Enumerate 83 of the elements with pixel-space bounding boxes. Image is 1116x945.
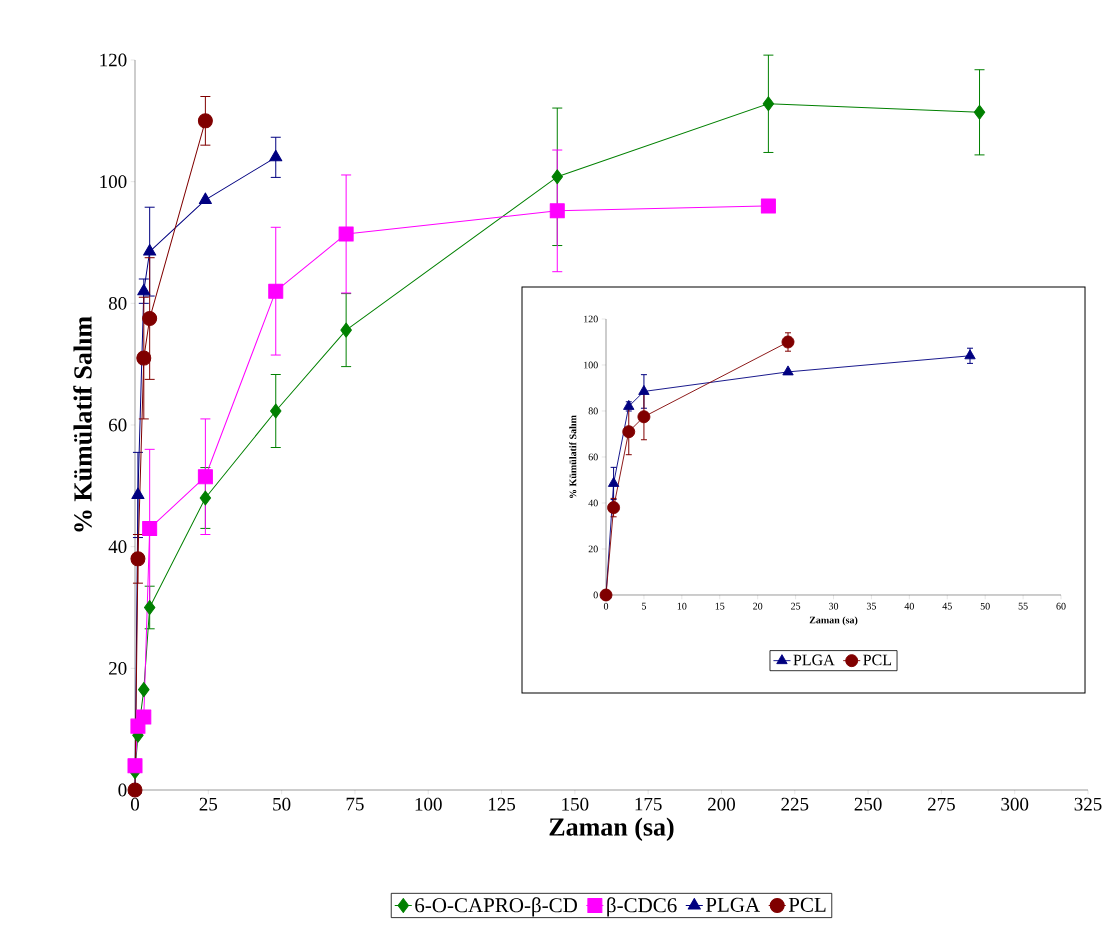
x-tick-label: 45 [942,602,952,610]
y-tick-label: 0 [593,591,598,599]
x-tick-label: 100 [415,797,442,811]
x-tick-label: 0 [130,797,140,811]
x-axis-title: Zaman (sa) [549,817,674,842]
x-tick-label: 20 [753,602,763,610]
x-tick-label: 225 [781,797,809,811]
legend-label: PCL [863,654,892,666]
point [198,192,212,204]
point [127,782,143,798]
point [338,226,354,242]
y-tick-label: 100 [584,361,598,369]
x-tick-label: 50 [273,797,291,811]
x-tick-label: 15 [715,602,725,610]
x-tick-label: 275 [927,797,955,811]
y-tick-label: 40 [108,540,127,554]
x-tick-label: 150 [562,797,589,811]
y-tick-label: 20 [588,545,598,553]
point [622,425,636,439]
legend-label: PLGA [793,654,835,666]
y-tick-label: 80 [588,407,598,415]
point [607,477,620,487]
y-axis-title: % Kümülatif Salım [569,415,577,498]
x-tick-label: 5 [642,602,647,610]
x-tick-label: 35 [866,602,877,610]
point [551,169,564,185]
point [638,384,650,395]
point [127,758,143,774]
x-tick-label: 300 [1001,797,1029,811]
x-tick-label: 125 [488,797,516,811]
legend-label: β-CDC6 [607,897,677,917]
x-tick-label: 25 [791,602,801,610]
point [130,551,146,567]
x-tick-label: 55 [1018,602,1028,610]
legend-label: 6-O-CAPRO-β-CD [415,897,577,917]
x-tick-label: 0 [603,602,609,610]
x-tick-label: 50 [980,602,990,610]
y-tick-label: 40 [588,499,598,507]
point [637,410,651,424]
point [760,198,776,214]
point [138,682,150,698]
y-tick-label: 80 [108,296,127,310]
legend-label: PLGA [705,897,761,912]
point [197,113,213,129]
point [269,149,283,162]
point [762,96,775,112]
point [136,709,152,725]
x-tick-label: 175 [635,797,662,811]
x-tick-label: 40 [904,602,914,610]
y-axis-title: % Kümülatif Salım [73,316,92,532]
point [973,104,986,120]
y-tick-label: 60 [109,418,127,432]
point [136,350,152,366]
y-tick-label: 60 [588,453,598,461]
y-tick-label: 100 [100,175,127,189]
x-tick-label: 25 [199,797,218,811]
x-tick-label: 75 [346,797,364,811]
point [549,203,565,219]
legend-label: PCL [788,897,826,912]
y-tick-label: 120 [584,315,598,323]
x-axis-title: Zaman (sa) [809,616,858,626]
point [143,244,157,256]
point [137,283,151,296]
point [142,311,158,327]
x-tick-label: 250 [854,797,882,811]
point [340,322,352,338]
point [131,487,145,499]
point [199,490,212,506]
point [143,600,156,615]
point [268,283,284,299]
x-tick-label: 10 [677,602,687,610]
x-tick-label: 325 [1074,797,1102,811]
point [607,501,621,515]
x-tick-label: 30 [829,602,839,610]
y-tick-label: 0 [118,783,127,797]
point [782,365,794,376]
y-tick-label: 20 [109,661,127,675]
point [142,520,158,536]
point [270,403,282,419]
y-tick-label: 120 [100,53,127,67]
x-tick-label: 200 [708,797,735,811]
x-tick-label: 60 [1056,602,1066,610]
point [197,469,213,485]
